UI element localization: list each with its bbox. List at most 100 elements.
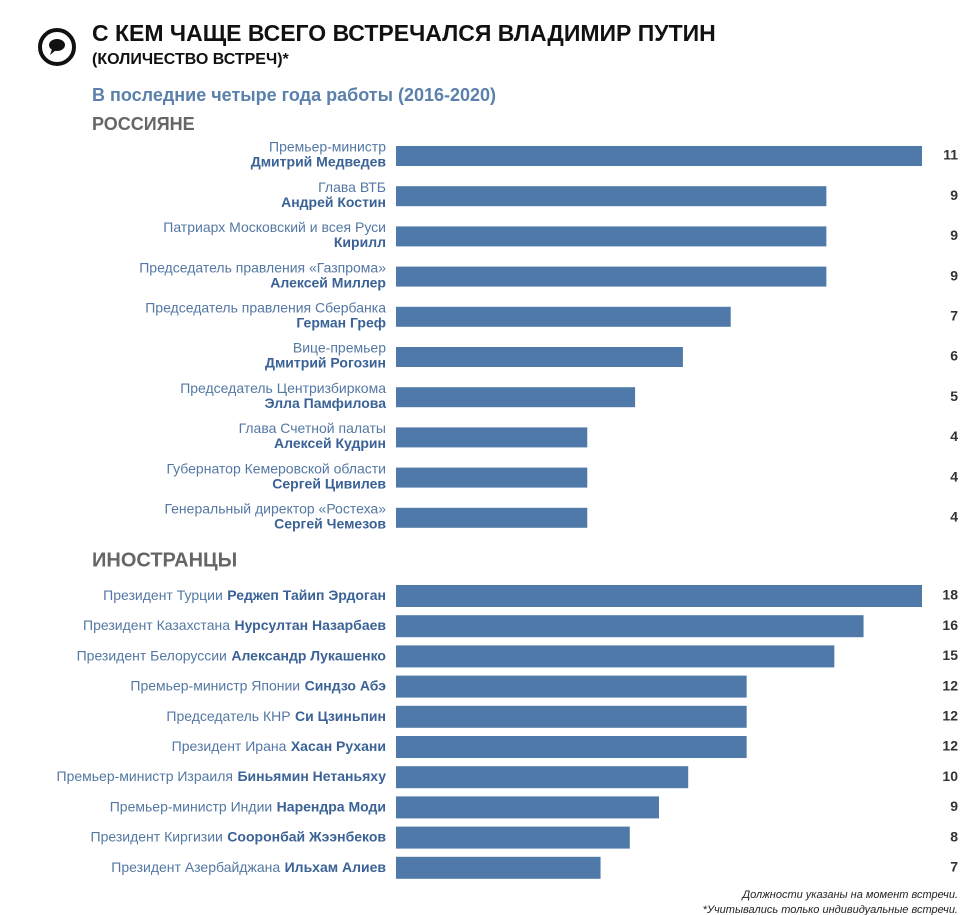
name-label: Герман Греф	[296, 315, 386, 331]
bar	[396, 705, 747, 728]
value-label: 4	[950, 428, 958, 444]
bar	[396, 226, 827, 247]
name-label: Кирилл	[334, 234, 386, 250]
category-label: Президент Азербайджана Ильхам Алиев	[111, 859, 386, 877]
name-label: Биньямин Нетаньяху	[237, 768, 386, 784]
name-label: Сергей Цивилев	[272, 475, 386, 491]
bar	[396, 146, 922, 166]
name-label: Алексей Миллер	[270, 274, 386, 290]
bar	[396, 796, 659, 819]
position-label: Патриарх Московский и всея Руси	[163, 219, 386, 235]
value-label: 9	[950, 798, 958, 814]
value-label: 7	[950, 308, 958, 324]
bar	[396, 387, 636, 408]
value-label: 12	[942, 708, 958, 724]
position-label: Президент Ирана	[172, 738, 287, 754]
value-label: 9	[950, 227, 958, 243]
name-label: Реджеп Тайип Эрдоган	[227, 587, 386, 603]
position-label: Глава Счетной палаты	[239, 420, 386, 436]
position-label: Президент Казахстана	[83, 617, 230, 633]
bar	[396, 507, 588, 528]
category-label: Премьер-министр Японии Синдзо Абэ	[130, 677, 386, 695]
bar	[396, 585, 922, 607]
position-label: Премьер-министр Израиля	[57, 768, 234, 784]
name-label: Хасан Рухани	[291, 738, 386, 754]
category-label: Президент Киргизии Сооронбай Жээнбеков	[91, 828, 387, 846]
position-label: Генеральный директор «Ростеха»	[165, 501, 387, 517]
name-label: Сооронбай Жээнбеков	[227, 828, 386, 844]
position-label: Председатель КНР	[166, 708, 290, 724]
value-label: 10	[942, 768, 958, 784]
position-label: Премьер-министр	[269, 139, 386, 155]
category-label: Премьер-министр Израиля Биньямин Нетанья…	[57, 768, 387, 786]
bar	[396, 826, 630, 849]
position-label: Председатель правления Сбербанка	[145, 300, 386, 316]
name-label: Элла Памфилова	[265, 395, 387, 411]
category-label: Председатель КНР Си Цзиньпин	[166, 708, 386, 726]
bar	[396, 856, 601, 879]
category-label: Президент Казахстана Нурсултан Назарбаев	[83, 617, 386, 635]
value-label: 8	[950, 828, 958, 844]
name-label: Дмитрий Медведев	[251, 154, 387, 170]
category-label: Президент Белоруссии Александр Лукашенко	[77, 647, 386, 665]
name-label: Нурсултан Назарбаев	[234, 617, 386, 633]
position-label: Премьер-министр Японии	[130, 677, 300, 693]
name-label: Андрей Костин	[281, 194, 386, 210]
value-label: 4	[950, 509, 958, 525]
section-title: РОССИЯНЕ	[92, 114, 195, 134]
position-label: Премьер-министр Индии	[110, 798, 272, 814]
position-label: Президент Азербайджана	[111, 859, 280, 875]
value-label: 9	[950, 187, 958, 203]
position-label: Президент Белоруссии	[77, 647, 227, 663]
value-label: 16	[942, 617, 958, 633]
position-label: Председатель правления «Газпрома»	[139, 259, 386, 275]
name-label: Сергей Чемезов	[274, 516, 386, 532]
value-label: 7	[950, 859, 958, 875]
logo	[38, 28, 76, 66]
name-label: Дмитрий Рогозин	[265, 355, 386, 371]
bar	[396, 675, 747, 698]
title: С КЕМ ЧАЩЕ ВСЕГО ВСТРЕЧАЛСЯ ВЛАДИМИР ПУТ…	[92, 20, 716, 46]
name-label: Нарендра Моди	[277, 798, 386, 814]
bar	[396, 427, 588, 448]
bar	[396, 736, 747, 758]
position-label: Президент Турции	[103, 587, 223, 603]
position-label: Президент Киргизии	[91, 828, 223, 844]
category-label: Президент Турции Реджеп Тайип Эрдоган	[103, 587, 386, 605]
name-label: Алексей Кудрин	[274, 435, 386, 451]
position-label: Глава ВТБ	[318, 179, 386, 195]
bar	[396, 615, 864, 638]
value-label: 18	[942, 587, 958, 603]
bar	[396, 766, 689, 789]
value-label: 5	[950, 388, 958, 404]
name-label: Александр Лукашенко	[231, 647, 386, 663]
section-title: ИНОСТРАНЦЫ	[92, 549, 237, 571]
position-label: Вице-премьер	[293, 340, 386, 356]
value-label: 9	[950, 267, 958, 283]
footnote: Должности указаны на момент встречи.	[740, 889, 958, 901]
category-label: Президент Ирана Хасан Рухани	[172, 738, 386, 756]
value-label: 11	[943, 147, 958, 163]
value-label: 12	[942, 738, 958, 754]
bar	[396, 347, 683, 367]
title-line2: (КОЛИЧЕСТВО ВСТРЕЧ)*	[92, 51, 290, 68]
bar	[396, 467, 588, 488]
value-label: 6	[950, 348, 958, 364]
position-label: Председатель Центризбиркома	[180, 380, 386, 396]
value-label: 15	[942, 647, 958, 663]
position-label: Губернатор Кемеровской области	[166, 460, 386, 476]
name-label: Синдзо Абэ	[305, 677, 387, 693]
value-label: 12	[942, 677, 958, 693]
name-label: Си Цзиньпин	[295, 708, 386, 724]
bar	[396, 266, 827, 287]
subtitle: В последние четыре года работы (2016-202…	[92, 85, 496, 105]
bar	[396, 645, 835, 668]
bar	[396, 186, 827, 207]
footnote: *Учитывались только индивидуальные встре…	[703, 904, 958, 915]
category-label: Премьер-министр Индии Нарендра Моди	[110, 798, 386, 816]
value-label: 4	[950, 468, 958, 484]
name-label: Ильхам Алиев	[285, 859, 387, 875]
bar	[396, 306, 731, 327]
